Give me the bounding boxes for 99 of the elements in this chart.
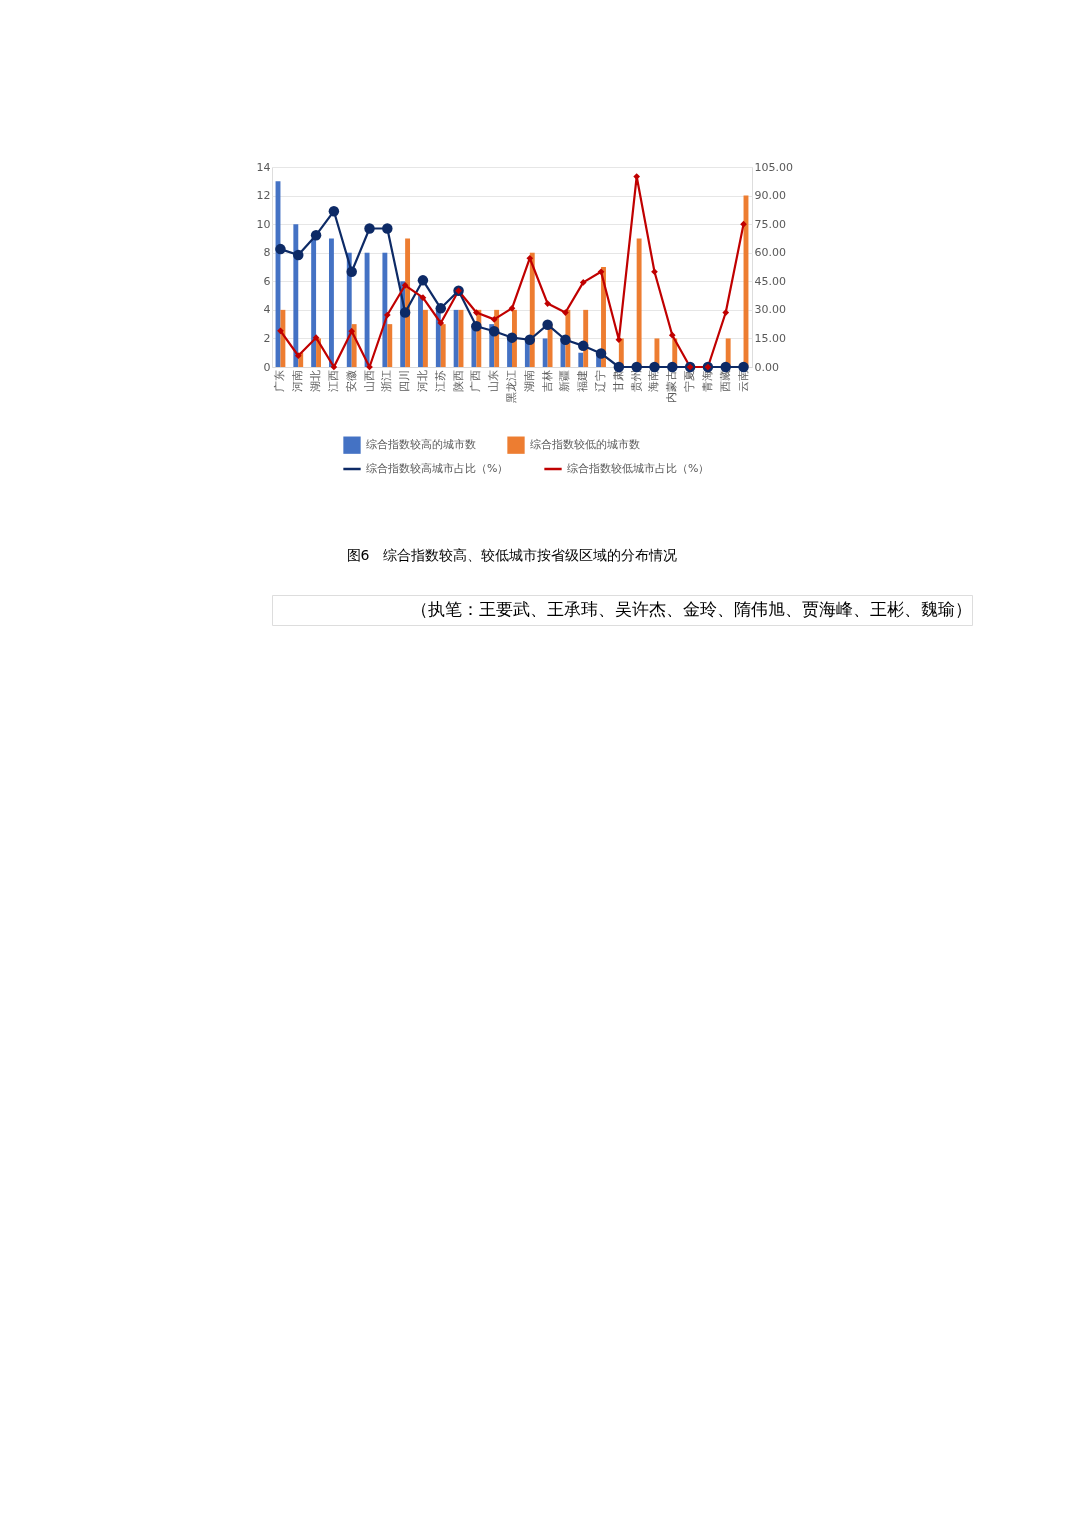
point [524, 334, 536, 345]
legend-label: 综合指数较高的城市数 [366, 438, 476, 452]
y-tick-label: 10 [256, 217, 271, 231]
bar [382, 252, 388, 367]
point [722, 309, 730, 316]
text: （执笔：王要武、王承玮、吴许杰、金玲、隋伟旭、贾海峰、王彬、魏瑜） [411, 599, 972, 619]
point [508, 304, 516, 312]
bar [311, 238, 317, 367]
point [328, 205, 340, 217]
x-tick-label: 浙江 [380, 369, 394, 392]
x-tick-label: 广西 [469, 369, 483, 392]
bar [387, 324, 393, 367]
x-tick-label: 吉林 [540, 369, 554, 392]
x-tick-label: 江苏 [433, 369, 447, 392]
bar [453, 309, 459, 367]
legend-label: 综合指数较低的城市数 [530, 438, 640, 452]
point [348, 327, 356, 335]
point [668, 331, 676, 339]
point [277, 327, 284, 335]
point [294, 352, 302, 360]
y2-tick-label: 105.00 [754, 160, 793, 174]
point [401, 281, 409, 289]
y2-tick-label: 30.00 [754, 303, 786, 317]
x-tick-label: 山东 [487, 369, 501, 392]
x-tick-label: 福建 [576, 369, 590, 392]
legend-label: 综合指数较低城市占比（%） [567, 462, 710, 475]
bar [364, 252, 370, 367]
x-tick-label: 甘肃 [611, 369, 625, 392]
point [364, 223, 375, 234]
y2-tick-label: 15.00 [754, 331, 786, 345]
y-tick-label: 0 [263, 360, 271, 374]
point [310, 229, 322, 241]
text: 图6 综合指数较高、较低城市按省级区域的分布情况 [346, 547, 678, 563]
y-tick-label: 4 [263, 303, 271, 317]
x-tick-label: 江西 [326, 369, 340, 392]
point [312, 334, 320, 342]
bar [293, 224, 299, 367]
y2-tick-label: 0.00 [754, 360, 779, 374]
point [651, 268, 658, 276]
point [383, 311, 391, 319]
y2-tick-label: 90.00 [754, 189, 786, 203]
point [506, 332, 518, 343]
x-tick-label: 陕西 [451, 369, 465, 392]
x-tick-label: 四川 [398, 369, 412, 392]
y-tick-label: 12 [256, 189, 271, 203]
x-tick-label: 黑龙江 [505, 369, 518, 403]
legend-label: 综合指数较高城市占比（%） [366, 462, 509, 475]
point [633, 173, 641, 180]
point [542, 319, 553, 330]
x-tick-label: 青海 [700, 369, 714, 392]
x-tick-label: 内蒙古 [665, 369, 679, 403]
x-tick-label: 湖南 [522, 369, 536, 392]
point [562, 309, 569, 316]
bar [440, 324, 446, 367]
point [544, 300, 551, 307]
bar [328, 238, 334, 367]
y-tick-label: 6 [263, 274, 271, 288]
x-tick-label: 宁夏 [683, 369, 697, 392]
bar [418, 295, 423, 367]
point [437, 319, 445, 327]
point [490, 316, 498, 323]
point [526, 254, 534, 262]
x-tick-label: 安徽 [344, 369, 358, 392]
x-tick-label: 湖北 [309, 369, 323, 392]
point [578, 340, 589, 352]
point [417, 275, 429, 286]
point [293, 249, 304, 261]
x-tick-label: 西藏 [718, 369, 732, 392]
y-tick-label: 8 [263, 246, 271, 260]
bar [578, 352, 584, 367]
x-tick-label: 河北 [415, 369, 429, 392]
point [595, 348, 607, 359]
point [579, 279, 587, 286]
x-tick-label: 新疆 [558, 369, 572, 392]
point [419, 294, 427, 302]
y2-tick-label: 60.00 [754, 246, 786, 260]
y2-tick-label: 45.00 [754, 274, 786, 288]
bar [636, 238, 642, 367]
point [382, 223, 393, 234]
bar [542, 338, 548, 367]
y-tick-label: 2 [263, 331, 271, 345]
x-tick-label: 山西 [362, 369, 376, 392]
point [346, 266, 357, 277]
x-tick-label: 广东 [273, 369, 287, 392]
point [275, 243, 286, 255]
point [473, 309, 480, 316]
bar [422, 309, 428, 367]
point [399, 307, 411, 318]
point [435, 303, 446, 314]
point [488, 325, 500, 337]
point [560, 334, 571, 345]
point [597, 268, 605, 276]
y-tick-label: 14 [256, 160, 271, 174]
point [615, 336, 623, 344]
point [740, 220, 747, 228]
point [471, 321, 482, 332]
y2-tick-label: 75.00 [754, 217, 786, 231]
x-tick-label: 辽宁 [594, 369, 608, 392]
x-tick-label: 河南 [291, 369, 305, 392]
